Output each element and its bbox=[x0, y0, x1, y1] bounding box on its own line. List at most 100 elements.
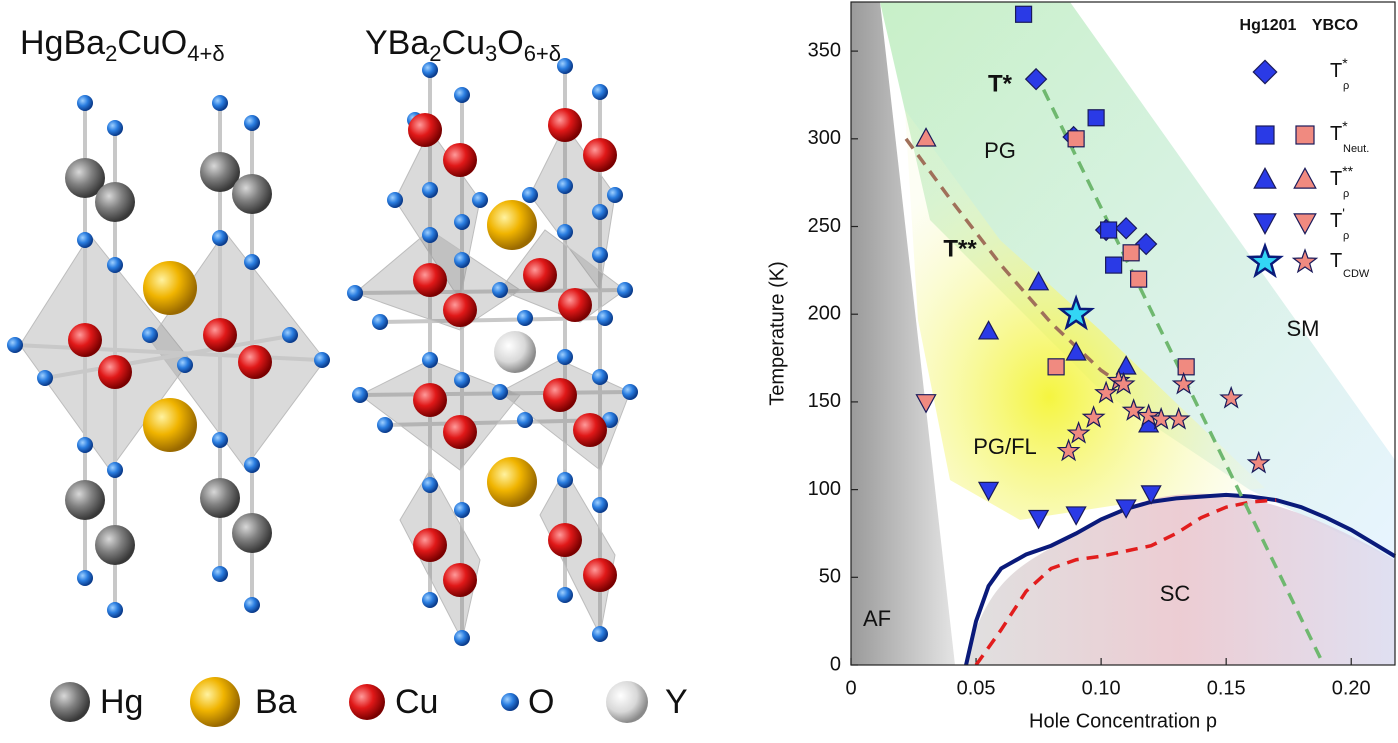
data-point bbox=[1065, 341, 1087, 361]
data-point bbox=[1105, 256, 1123, 274]
oxygen bbox=[212, 566, 228, 582]
legend-sample: Hg1201 bbox=[1240, 17, 1297, 34]
oxygen bbox=[592, 84, 608, 100]
y-tick-label: 200 bbox=[808, 302, 841, 324]
formula: HgBa2CuO4+δ bbox=[20, 24, 225, 66]
oxygen bbox=[244, 115, 260, 131]
data-point bbox=[1100, 221, 1118, 239]
oxygen bbox=[557, 349, 573, 365]
data-point bbox=[1024, 67, 1048, 91]
data-point bbox=[1140, 485, 1162, 505]
oxygen bbox=[37, 370, 53, 386]
oxygen bbox=[377, 417, 393, 433]
annotation: SM bbox=[1287, 316, 1320, 341]
atom-legend-swatch bbox=[349, 684, 385, 720]
data-point bbox=[1121, 398, 1146, 421]
data-point bbox=[1065, 506, 1087, 526]
formula-subscript: 6+δ bbox=[524, 41, 561, 66]
oxygen bbox=[212, 230, 228, 246]
oxygen bbox=[472, 192, 488, 208]
legend-marker bbox=[1252, 59, 1278, 85]
legend-label-main: T bbox=[1330, 210, 1342, 232]
x-tick-label: 0.20 bbox=[1332, 677, 1371, 699]
atom-legend-label: O bbox=[528, 683, 554, 721]
atom-legend-label: Ba bbox=[255, 683, 297, 721]
oxygen bbox=[597, 310, 613, 326]
formula-part: HgBa bbox=[20, 24, 105, 62]
oxygen bbox=[454, 372, 470, 388]
atom-legend-swatch bbox=[501, 693, 519, 711]
data-point bbox=[977, 481, 1000, 502]
oxygen bbox=[77, 437, 93, 453]
data-point bbox=[1056, 438, 1081, 462]
oxygen bbox=[454, 214, 470, 230]
atom-legend-swatch bbox=[50, 682, 90, 722]
annotation: PG/FL bbox=[973, 434, 1037, 459]
data-point bbox=[1027, 509, 1050, 530]
atom-legend-swatch bbox=[606, 681, 648, 723]
x-tick-label: 0 bbox=[845, 677, 856, 699]
annotation: SC bbox=[1160, 581, 1191, 606]
oxygen bbox=[107, 602, 123, 618]
oxygen bbox=[77, 570, 93, 586]
data-point bbox=[1114, 217, 1138, 240]
oxygen bbox=[492, 282, 508, 298]
oxygen bbox=[282, 327, 298, 343]
data-point bbox=[1115, 499, 1137, 519]
oxygen bbox=[422, 182, 438, 198]
legend-label-main: T bbox=[1330, 168, 1342, 190]
copper bbox=[443, 563, 477, 597]
y-tick-label: 50 bbox=[819, 566, 841, 588]
copper bbox=[413, 528, 447, 562]
y-tick-label: 0 bbox=[830, 653, 841, 675]
formula-subscript: 2 bbox=[105, 41, 117, 66]
data-point bbox=[1014, 5, 1033, 23]
curve bbox=[1042, 88, 1326, 665]
oxygen bbox=[454, 252, 470, 268]
atom-legend-swatch bbox=[190, 677, 240, 727]
data-point bbox=[1115, 355, 1137, 375]
legend-marker bbox=[1253, 213, 1277, 235]
data-point bbox=[915, 127, 937, 147]
oxygen bbox=[622, 384, 638, 400]
formula-part: YBa bbox=[365, 24, 429, 62]
oxygen bbox=[107, 120, 123, 136]
plot-frame bbox=[850, 1, 1396, 666]
oxygen bbox=[387, 192, 403, 208]
oxygen bbox=[592, 204, 608, 220]
data-point bbox=[1094, 380, 1119, 404]
oxygen bbox=[422, 477, 438, 493]
data-point bbox=[1057, 294, 1096, 331]
data-point bbox=[1122, 244, 1140, 262]
oxygen bbox=[352, 387, 368, 403]
x-axis-label: Hole Concentration p bbox=[1029, 710, 1217, 732]
oxygen bbox=[347, 285, 363, 301]
data-point bbox=[1177, 358, 1195, 376]
legend-marker bbox=[1295, 125, 1315, 145]
oxygen bbox=[454, 630, 470, 646]
legend-label-sup: * bbox=[1342, 55, 1348, 71]
oxygen bbox=[454, 87, 470, 103]
y-tick-label: 250 bbox=[808, 215, 841, 237]
legend-label: T** ρ bbox=[1330, 163, 1354, 200]
oxygen bbox=[617, 282, 633, 298]
oxygen bbox=[454, 502, 470, 518]
copper bbox=[573, 413, 607, 447]
formula-part: O bbox=[497, 24, 523, 62]
formula-subscript: 4+δ bbox=[187, 41, 224, 66]
oxygen bbox=[522, 187, 538, 203]
legend-label-sup: ** bbox=[1342, 163, 1353, 179]
data-point bbox=[1067, 130, 1085, 148]
plot: 0 0.05 0.10 0.15 0.20 0 50 100 150 200 250 300 350 Ho… bbox=[766, 5, 1396, 732]
legend-label: T* Neut. bbox=[1330, 118, 1369, 155]
y-tick-label: 150 bbox=[808, 390, 841, 412]
oxygen bbox=[592, 247, 608, 263]
oxygen bbox=[7, 337, 23, 353]
legend-label-sub: CDW bbox=[1343, 268, 1370, 280]
legend-label-main: T bbox=[1330, 123, 1342, 145]
oxygen bbox=[244, 457, 260, 473]
oxygen bbox=[517, 310, 533, 326]
copper bbox=[548, 523, 582, 557]
annotation: T** bbox=[943, 235, 977, 262]
copper bbox=[443, 415, 477, 449]
